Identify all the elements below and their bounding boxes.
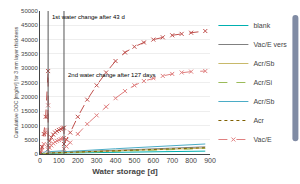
svg-text:700: 700 [166, 157, 178, 164]
svg-text:25000: 25000 [21, 80, 38, 86]
svg-text:Acr/Sb: Acr/Sb [253, 98, 274, 105]
svg-text:45000: 45000 [21, 22, 38, 28]
svg-text:Water storage [d]: Water storage [d] [92, 167, 158, 176]
svg-text:Acr/Sb: Acr/Sb [253, 60, 274, 67]
svg-text:20000: 20000 [21, 94, 38, 100]
svg-text:100: 100 [53, 157, 65, 164]
svg-text:Vac/E vers: Vac/E vers [253, 41, 287, 48]
svg-text:Vac/E: Vac/E [253, 136, 271, 143]
svg-text:Cumulative DOC [mg/m²] for 3 m: Cumulative DOC [mg/m²] for 3 mm layer th… [13, 26, 19, 138]
svg-text:400: 400 [110, 157, 122, 164]
svg-text:10000: 10000 [21, 123, 38, 129]
svg-text:Acr/Si: Acr/Si [253, 79, 272, 86]
svg-text:blank: blank [253, 22, 270, 29]
svg-text:300: 300 [91, 157, 103, 164]
svg-text:800: 800 [185, 157, 197, 164]
svg-text:900: 900 [204, 157, 216, 164]
svg-text:Acr: Acr [253, 117, 264, 124]
svg-text:5000: 5000 [24, 137, 38, 143]
svg-text:600: 600 [147, 157, 159, 164]
svg-text:500: 500 [129, 157, 141, 164]
svg-text:1st water change after 43 d: 1st water change after 43 d [52, 14, 125, 20]
svg-text:0: 0 [38, 157, 42, 164]
svg-text:0: 0 [34, 151, 38, 157]
svg-text:15000: 15000 [21, 108, 38, 114]
svg-text:40000: 40000 [21, 37, 38, 43]
svg-text:30000: 30000 [21, 65, 38, 71]
svg-text:200: 200 [72, 157, 84, 164]
svg-text:35000: 35000 [21, 51, 38, 57]
svg-text:2nd water change after 127 day: 2nd water change after 127 days [68, 72, 155, 78]
svg-text:50000: 50000 [21, 8, 38, 14]
